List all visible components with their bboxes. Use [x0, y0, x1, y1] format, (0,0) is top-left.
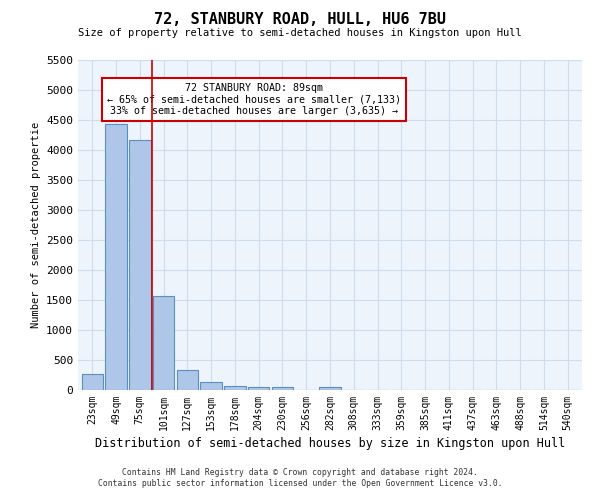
Bar	[153, 296, 174, 390]
Bar	[129, 140, 151, 390]
X-axis label: Distribution of semi-detached houses by size in Kingston upon Hull: Distribution of semi-detached houses by …	[95, 437, 565, 450]
Bar	[224, 386, 245, 390]
Text: 72 STANBURY ROAD: 89sqm
← 65% of semi-detached houses are smaller (7,133)
33% of: 72 STANBURY ROAD: 89sqm ← 65% of semi-de…	[107, 83, 401, 116]
Bar	[106, 124, 127, 390]
Bar	[82, 374, 103, 390]
Bar	[319, 386, 341, 390]
Text: Contains HM Land Registry data © Crown copyright and database right 2024.
Contai: Contains HM Land Registry data © Crown c…	[98, 468, 502, 487]
Text: Size of property relative to semi-detached houses in Kingston upon Hull: Size of property relative to semi-detach…	[78, 28, 522, 38]
Text: 72, STANBURY ROAD, HULL, HU6 7BU: 72, STANBURY ROAD, HULL, HU6 7BU	[154, 12, 446, 28]
Bar	[176, 370, 198, 390]
Bar	[272, 388, 293, 390]
Bar	[248, 387, 269, 390]
Bar	[200, 382, 222, 390]
Y-axis label: Number of semi-detached propertie: Number of semi-detached propertie	[31, 122, 41, 328]
